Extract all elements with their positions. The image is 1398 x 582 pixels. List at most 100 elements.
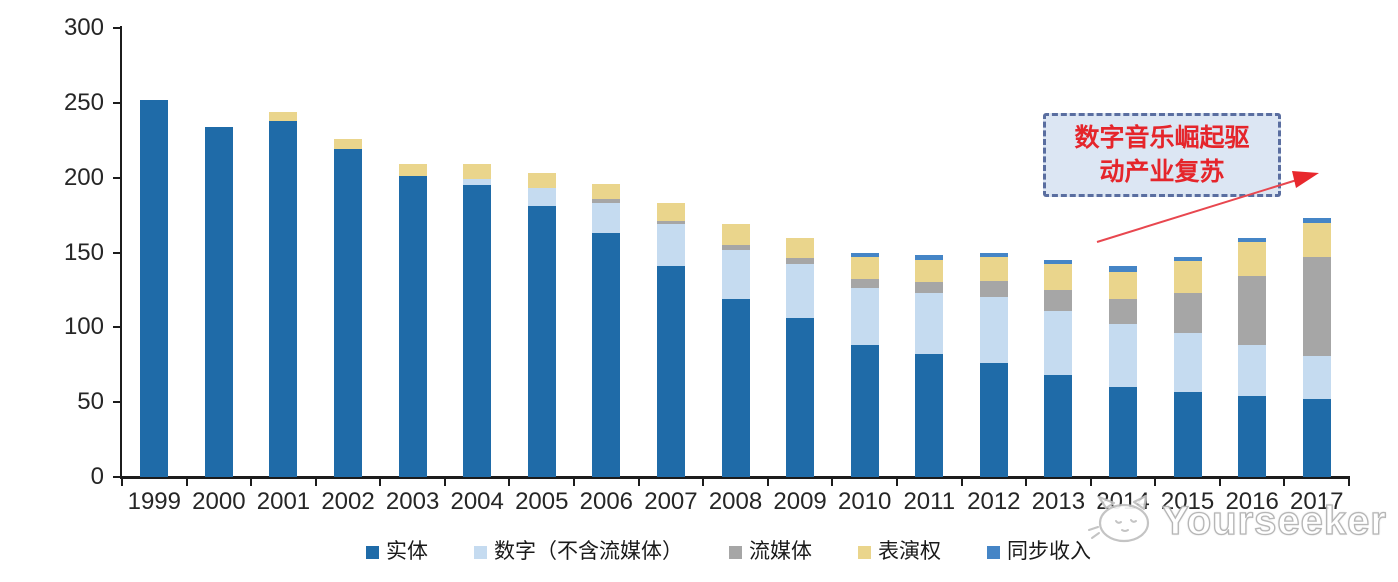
bar-segment-2011-表演权 — [915, 259, 944, 283]
legend-label-同步收入: 同步收入 — [1007, 540, 1091, 563]
bar-segment-2011-数字（不含流媒体） — [915, 292, 944, 355]
x-tick-mark-9 — [702, 479, 705, 486]
bar-2012 — [979, 0, 1008, 477]
legend-swatch-实体 — [366, 545, 379, 559]
bar-segment-2008-数字（不含流媒体） — [721, 249, 750, 299]
bar-segment-2010-数字（不含流媒体） — [850, 288, 879, 346]
legend-label-实体: 实体 — [386, 540, 428, 563]
bar-1999 — [140, 0, 169, 477]
x-tick-label-2002: 2002 — [321, 488, 375, 515]
y-tick-label-150: 150 — [63, 238, 104, 266]
bar-segment-2007-表演权 — [656, 203, 685, 222]
bar-2014 — [1108, 0, 1137, 477]
bar-2007 — [656, 0, 685, 477]
x-tick-mark-15 — [1089, 479, 1092, 486]
x-tick-mark-7 — [573, 479, 576, 486]
annotation-text-line2: 动产业复苏 — [1099, 158, 1225, 186]
bar-segment-2015-同步收入 — [1173, 256, 1202, 262]
x-tick-label-2017: 2017 — [1290, 488, 1344, 515]
x-tick-label-2004: 2004 — [450, 488, 504, 515]
bar-segment-2012-流媒体 — [979, 280, 1008, 298]
bar-2001 — [269, 0, 298, 477]
bar-segment-2010-实体 — [850, 345, 879, 477]
bar-2008 — [721, 0, 750, 477]
bar-segment-2013-同步收入 — [1044, 259, 1073, 265]
y-tick-mark-200 — [113, 176, 122, 179]
bar-segment-2014-数字（不含流媒体） — [1108, 324, 1137, 388]
bar-segment-2017-同步收入 — [1302, 218, 1331, 223]
bar-segment-2008-流媒体 — [721, 245, 750, 250]
y-tick-label-100: 100 — [63, 313, 104, 341]
bar-segment-2007-流媒体 — [656, 221, 685, 225]
x-tick-label-2003: 2003 — [385, 488, 440, 515]
bar-segment-2004-实体 — [463, 185, 492, 477]
annotation-arrow — [1096, 171, 1319, 243]
bar-segment-2011-流媒体 — [915, 282, 944, 293]
x-tick-label-2006: 2006 — [579, 488, 634, 515]
bar-2005 — [527, 0, 556, 477]
x-tick-mark-4 — [379, 479, 382, 486]
bar-segment-2006-流媒体 — [592, 198, 621, 204]
x-tick-mark-11 — [831, 479, 834, 486]
bar-segment-2006-表演权 — [592, 183, 621, 199]
x-tick-label-2001: 2001 — [256, 488, 311, 515]
legend-item-数字（不含流媒体）: 数字（不含流媒体） — [474, 540, 683, 564]
bar-segment-2009-实体 — [786, 318, 815, 477]
bar-2016 — [1238, 0, 1267, 477]
x-tick-label-2011: 2011 — [903, 488, 956, 515]
x-tick-mark-5 — [443, 479, 446, 486]
x-tick-mark-19 — [1348, 479, 1351, 486]
bar-segment-2014-实体 — [1108, 387, 1137, 477]
bar-segment-2003-实体 — [398, 176, 427, 477]
x-tick-label-2009: 2009 — [773, 488, 827, 515]
bar-segment-2016-流媒体 — [1238, 276, 1267, 346]
legend-item-流媒体: 流媒体 — [729, 540, 812, 564]
y-tick-label-200: 200 — [63, 163, 104, 191]
bar-2002 — [334, 0, 363, 477]
bar-segment-1999-实体 — [140, 99, 169, 477]
bar-2000 — [204, 0, 233, 477]
legend-item-表演权: 表演权 — [858, 540, 941, 564]
legend-label-流媒体: 流媒体 — [749, 540, 812, 563]
x-tick-mark-13 — [960, 479, 963, 486]
legend-label-表演权: 表演权 — [878, 540, 941, 563]
bar-segment-2014-流媒体 — [1108, 298, 1137, 325]
bar-segment-2008-实体 — [721, 298, 750, 477]
bar-segment-2015-表演权 — [1173, 261, 1202, 293]
bar-segment-2005-实体 — [527, 206, 556, 477]
bar-segment-2012-实体 — [979, 363, 1008, 477]
legend-swatch-同步收入 — [987, 545, 1000, 559]
bar-segment-2015-数字（不含流媒体） — [1173, 333, 1202, 392]
bar-segment-2013-数字（不含流媒体） — [1044, 310, 1073, 376]
bar-2006 — [592, 0, 621, 477]
x-tick-label-2012: 2012 — [967, 488, 1021, 515]
bar-segment-2002-表演权 — [334, 138, 363, 150]
bar-segment-2016-数字（不含流媒体） — [1238, 345, 1267, 397]
bar-segment-2010-同步收入 — [850, 252, 879, 257]
x-tick-label-1999: 1999 — [127, 488, 181, 515]
bar-segment-2017-实体 — [1302, 399, 1331, 477]
x-tick-label-2008: 2008 — [708, 488, 763, 515]
annotation-text-line1: 数字音乐崛起驱 — [1074, 124, 1250, 152]
bar-segment-2017-表演权 — [1302, 222, 1331, 257]
bar-segment-2013-流媒体 — [1044, 289, 1073, 311]
bar-segment-2017-流媒体 — [1302, 256, 1331, 356]
x-tick-label-2013: 2013 — [1031, 488, 1086, 515]
y-tick-mark-250 — [113, 101, 122, 104]
legend-label-数字（不含流媒体）: 数字（不含流媒体） — [494, 540, 683, 563]
bar-segment-2010-流媒体 — [850, 279, 879, 289]
x-tick-mark-3 — [314, 479, 317, 486]
x-tick-mark-17 — [1218, 479, 1221, 486]
x-tick-label-2010: 2010 — [837, 488, 892, 515]
x-axis — [120, 476, 1350, 479]
x-tick-label-2016: 2016 — [1225, 488, 1279, 515]
bar-segment-2012-数字（不含流媒体） — [979, 297, 1008, 364]
x-tick-mark-0 — [121, 479, 123, 486]
bar-2010 — [850, 0, 879, 477]
y-tick-mark-100 — [113, 326, 122, 329]
y-tick-mark-50 — [113, 401, 122, 404]
x-tick-mark-12 — [895, 479, 898, 486]
y-tick-mark-150 — [113, 251, 122, 254]
legend-item-同步收入: 同步收入 — [987, 540, 1091, 564]
